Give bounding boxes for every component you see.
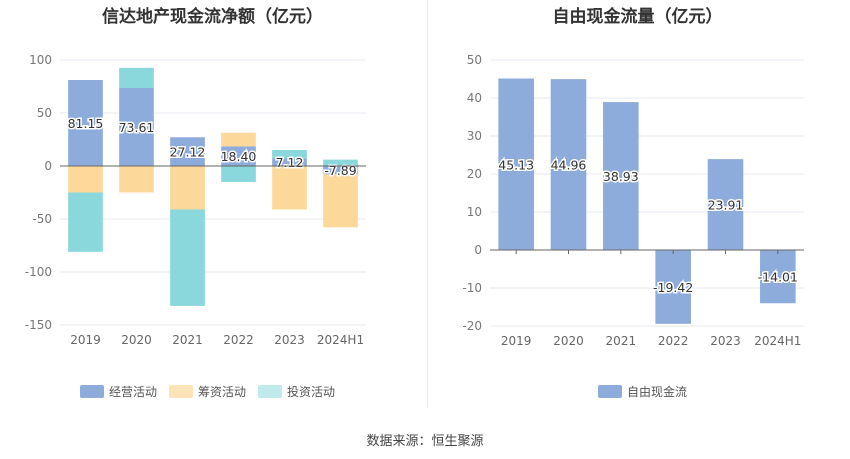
chart-divider [427, 0, 428, 408]
bar [550, 79, 587, 250]
legend-item-operating[interactable]: 经营活动 [80, 383, 157, 400]
bar [170, 137, 205, 166]
cashflow-chart: 100 50 0 -50 -100 -150 2019 81.15 2020 73.61 2021 2… [25, 53, 366, 347]
data-label: 18.40 [221, 149, 257, 164]
bar [272, 166, 307, 210]
y-tick-label: 30 [467, 129, 482, 143]
bar [170, 209, 205, 306]
y-tick-label: 100 [29, 53, 52, 67]
y-tick-label: 40 [467, 91, 482, 105]
bar [170, 166, 205, 210]
bar [323, 174, 358, 228]
x-tick-label: 2022 [658, 334, 689, 348]
bar [323, 166, 358, 175]
x-tick-label: 2024H1 [754, 334, 801, 348]
x-tick-label: 2023 [274, 333, 305, 347]
bar [272, 158, 307, 166]
x-tick-label: 2023 [710, 334, 741, 348]
bar [655, 250, 691, 324]
x-tick-label: 2020 [121, 333, 152, 347]
bar [221, 146, 256, 166]
x-tick-label: 2021 [606, 334, 637, 348]
legend-item-financing[interactable]: 筹资活动 [169, 383, 246, 400]
legend-swatch [598, 384, 622, 398]
bar [68, 192, 103, 252]
data-label: 23.91 [708, 198, 744, 213]
data-label: -14.01 [758, 270, 798, 285]
data-label: 38.93 [603, 169, 639, 184]
data-source: 数据来源：恒生聚源 [366, 434, 484, 449]
bar [603, 102, 639, 250]
free-cashflow-legend: 自由现金流 [598, 382, 699, 400]
y-tick-label: 0 [474, 243, 482, 257]
legend-label: 筹资活动 [198, 384, 247, 399]
bar [323, 159, 358, 166]
y-tick-label: 0 [44, 159, 52, 173]
data-label: 73.61 [119, 120, 155, 135]
bar [68, 166, 103, 193]
data-label: 44.96 [551, 158, 587, 173]
y-tick-label: -20 [462, 319, 482, 333]
bar [68, 79, 103, 166]
y-tick-label: 50 [37, 106, 52, 120]
bar [760, 250, 796, 304]
x-tick-label: 2019 [70, 333, 101, 347]
y-tick-label: -150 [25, 318, 52, 332]
bar [119, 67, 154, 88]
legend-swatch [169, 384, 194, 398]
y-tick-label: 20 [467, 167, 482, 181]
legend-item-free-cashflow[interactable]: 自由现金流 [598, 383, 687, 400]
free-cashflow-chart: 50 40 30 20 10 0 -10 -20 2019 45.13 2020 44.96 2021 3… [462, 53, 804, 348]
data-label: 81.15 [68, 116, 104, 131]
y-tick-label: 50 [467, 53, 482, 67]
bar [119, 87, 154, 166]
x-tick-label: 2022 [223, 333, 254, 347]
legend-swatch [80, 384, 104, 398]
bar [498, 78, 534, 250]
y-tick-label: -100 [25, 265, 52, 279]
data-label: 27.12 [170, 145, 206, 160]
legend-label: 经营活动 [109, 384, 158, 399]
data-label: 45.13 [498, 157, 534, 172]
chart-title-cashflow: 信达地产现金流净额（亿元） [102, 7, 323, 27]
y-tick-label: -10 [462, 281, 482, 295]
legend-label: 投资活动 [287, 384, 336, 399]
y-tick-label: 10 [467, 205, 482, 219]
x-tick-label: 2024H1 [317, 333, 364, 347]
chart-title-free-cashflow: 自由现金流量（亿元） [552, 7, 723, 27]
cashflow-legend: 经营活动 筹资活动 投资活动 [80, 382, 347, 400]
bar [119, 166, 154, 193]
legend-swatch [258, 384, 283, 398]
x-tick-label: 2019 [501, 334, 532, 348]
x-tick-label: 2020 [553, 334, 584, 348]
legend-label: 自由现金流 [627, 384, 688, 399]
legend-item-investing[interactable]: 投资活动 [258, 383, 335, 400]
y-tick-label: -50 [32, 212, 52, 226]
bar [221, 132, 256, 147]
bar [221, 166, 256, 182]
data-label: -19.42 [653, 280, 693, 295]
bar [707, 159, 744, 250]
bar [272, 149, 307, 159]
x-tick-label: 2021 [172, 333, 203, 347]
